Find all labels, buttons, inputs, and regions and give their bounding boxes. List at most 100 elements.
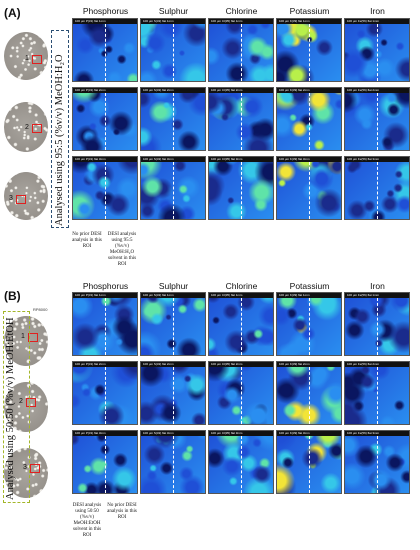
panel-b-highlight-box [3,311,30,503]
scalebar: 100 µm K(39) flat 3mm [277,431,341,436]
scalebar: 100 µm S(32) flat 3mm [141,157,205,162]
panel-b-tissue-3 [4,448,48,498]
panel-a-col-sulphur: Sulphur [158,6,189,16]
roi-divider-line [173,436,174,493]
scalebar-label: 100 µm K(39) flat 2mm [279,362,310,366]
panel-b-caption-left: DESI analysis using 50:50 (%v/v) MeOH:Et… [72,503,102,538]
panel-b-map-iron-roi2: 100 µm Fe(56) flat 2mm [344,361,410,425]
roi-divider-line [105,298,106,355]
scalebar-label: 100 µm Fe(56) flat 3mm [347,431,380,435]
roi-divider-line [173,298,174,355]
panel-b-col-iron: Iron [370,281,385,291]
roi-divider-line [309,436,310,493]
roi-divider-line [105,24,106,81]
panel-b-caption-right: No prior DESI analysis in this ROI [107,503,137,520]
panel-a-map-chlorine-roi3: 100 µm Cl(35) flat 3mm [208,156,274,220]
scalebar: 100 µm P(31) flat 2mm [73,362,137,367]
scalebar: 100 µm K(39) flat 1mm [277,293,341,298]
panel-b-label: (B) [4,289,21,303]
scalebar: 100 µm Fe(56) flat 1mm [345,293,409,298]
scalebar: 100 µm Cl(35) flat 3mm [209,157,273,162]
panel-b-map-potassium-roi2: 100 µm K(39) flat 2mm [276,361,342,425]
scalebar: 100 µm Cl(35) flat 1mm [209,19,273,24]
scalebar: 100 µm P(31) flat 3mm [73,157,137,162]
scalebar: 100 µm K(39) flat 1mm [277,19,341,24]
panel-a-col-iron: Iron [370,6,385,16]
scalebar-label: 100 µm Cl(35) flat 3mm [211,157,243,161]
roi-divider-line [173,162,174,219]
panel-a-roi-num-1: 1 [25,55,29,62]
panel-a-vertical-label: Analysed using 95:5 (%v/v) MeOH:H₂O [54,54,65,226]
panel-a-col-phosphorus: Phosphorus [82,6,129,16]
scalebar-label: 100 µm K(39) flat 3mm [279,157,310,161]
scalebar-label: 100 µm Cl(35) flat 3mm [211,431,243,435]
scalebar: 100 µm K(39) flat 2mm [277,88,341,93]
panel-b-roi-num-2: 2 [19,398,23,405]
panel-a-map-phosphorus-roi1: 100 µm P(31) flat 1mm [72,18,138,82]
panel-a-map-phosphorus-roi2: 100 µm P(31) flat 2mm [72,87,138,151]
roi-divider-line [377,162,378,219]
panel-a-tissue-3 [4,172,48,220]
scalebar: 100 µm S(32) flat 1mm [141,19,205,24]
roi-divider-line [377,298,378,355]
scalebar: 100 µm S(32) flat 1mm [141,293,205,298]
scalebar-label: 100 µm Cl(35) flat 1mm [211,19,243,23]
scalebar: 100 µm Cl(35) flat 3mm [209,431,273,436]
panel-b-col-chlorine: Chlorine [225,281,258,291]
panel-b-col-potassium: Potassium [289,281,330,291]
panel-b-map-phosphorus-roi3: 100 µm P(31) flat 3mm [72,430,138,494]
scalebar-label: 100 µm Fe(56) flat 2mm [347,362,380,366]
scalebar-label: 100 µm P(31) flat 2mm [75,88,106,92]
roi-divider-line [105,367,106,424]
scalebar-label: 100 µm P(31) flat 2mm [75,362,106,366]
scalebar: 100 µm P(31) flat 2mm [73,88,137,93]
scalebar-label: 100 µm Fe(56) flat 2mm [347,88,380,92]
panel-a-caption-right: DESI analysis using 95:5 (%v/v) MeOH:H₂O… [107,232,137,267]
scalebar: 100 µm P(31) flat 3mm [73,431,137,436]
scalebar: 100 µm P(31) flat 1mm [73,293,137,298]
panel-a-map-phosphorus-roi3: 100 µm P(31) flat 3mm [72,156,138,220]
scalebar: 100 µm Fe(56) flat 2mm [345,362,409,367]
scalebar-label: 100 µm Cl(35) flat 2mm [211,362,243,366]
scalebar-label: 100 µm S(32) flat 3mm [143,431,174,435]
panel-a-roi-1 [32,55,42,64]
roi-divider-line [173,367,174,424]
panel-b-map-chlorine-roi2: 100 µm Cl(35) flat 2mm [208,361,274,425]
roi-divider-line [241,93,242,150]
panel-a-map-potassium-roi1: 100 µm K(39) flat 1mm [276,18,342,82]
roi-divider-line [309,24,310,81]
scalebar-label: 100 µm K(39) flat 1mm [279,19,310,23]
panel-b-col-phosphorus: Phosphorus [82,281,129,291]
panel-a-col-chlorine: Chlorine [225,6,258,16]
scalebar: 100 µm P(31) flat 1mm [73,19,137,24]
panel-a-map-iron-roi2: 100 µm Fe(56) flat 2mm [344,87,410,151]
panel-b-map-phosphorus-roi2: 100 µm P(31) flat 2mm [72,361,138,425]
panel-b-col-sulphur: Sulphur [158,281,189,291]
scalebar: 100 µm Cl(35) flat 2mm [209,362,273,367]
panel-a-label: (A) [4,6,21,20]
scalebar-label: 100 µm Fe(56) flat 3mm [347,157,380,161]
panel-b-roi-2 [26,398,36,407]
panel-a-map-iron-roi3: 100 µm Fe(56) flat 3mm [344,156,410,220]
roi-divider-line [309,298,310,355]
scalebar-label: 100 µm P(31) flat 3mm [75,157,106,161]
roi-divider-line [241,367,242,424]
roi-divider-line [309,93,310,150]
panel-a-map-potassium-roi2: 100 µm K(39) flat 2mm [276,87,342,151]
panel-a-tissue-1 [4,32,48,80]
panel-b-map-potassium-roi1: 100 µm K(39) flat 1mm [276,292,342,356]
panel-a-roi-2 [32,124,42,133]
scalebar-label: 100 µm S(32) flat 2mm [143,362,174,366]
panel-a-map-sulphur-roi3: 100 µm S(32) flat 3mm [140,156,206,220]
roi-divider-line [105,93,106,150]
scalebar: 100 µm Fe(56) flat 2mm [345,88,409,93]
panel-b-map-sulphur-roi1: 100 µm S(32) flat 1mm [140,292,206,356]
scalebar: 100 µm S(32) flat 2mm [141,362,205,367]
roi-divider-line [377,93,378,150]
panel-b-map-chlorine-roi1: 100 µm Cl(35) flat 1mm [208,292,274,356]
panel-b-roi-num-1: 1 [21,333,25,340]
scalebar: 100 µm Fe(56) flat 1mm [345,19,409,24]
panel-b-tissue-2 [4,382,48,432]
panel-b-roi-3 [30,464,40,473]
panel-a-map-chlorine-roi1: 100 µm Cl(35) flat 1mm [208,18,274,82]
